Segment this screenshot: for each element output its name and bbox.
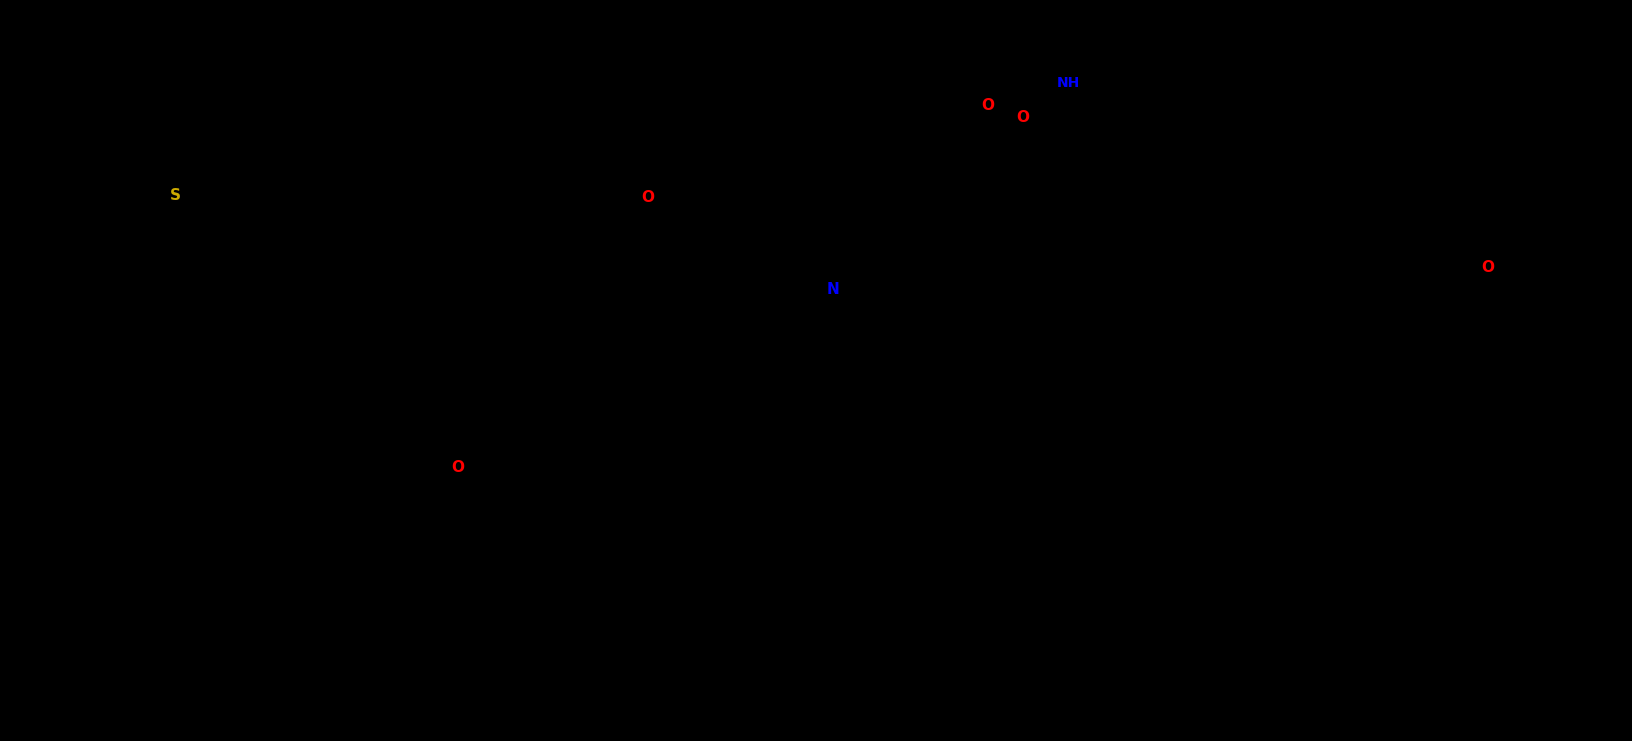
Text: N: N <box>827 282 839 297</box>
Text: O: O <box>641 190 654 205</box>
Text: O: O <box>1017 110 1030 124</box>
Text: O: O <box>1482 261 1495 276</box>
Text: O: O <box>981 98 994 113</box>
Text: O: O <box>452 460 465 476</box>
Text: NH: NH <box>1056 76 1080 90</box>
Text: S: S <box>170 187 181 202</box>
